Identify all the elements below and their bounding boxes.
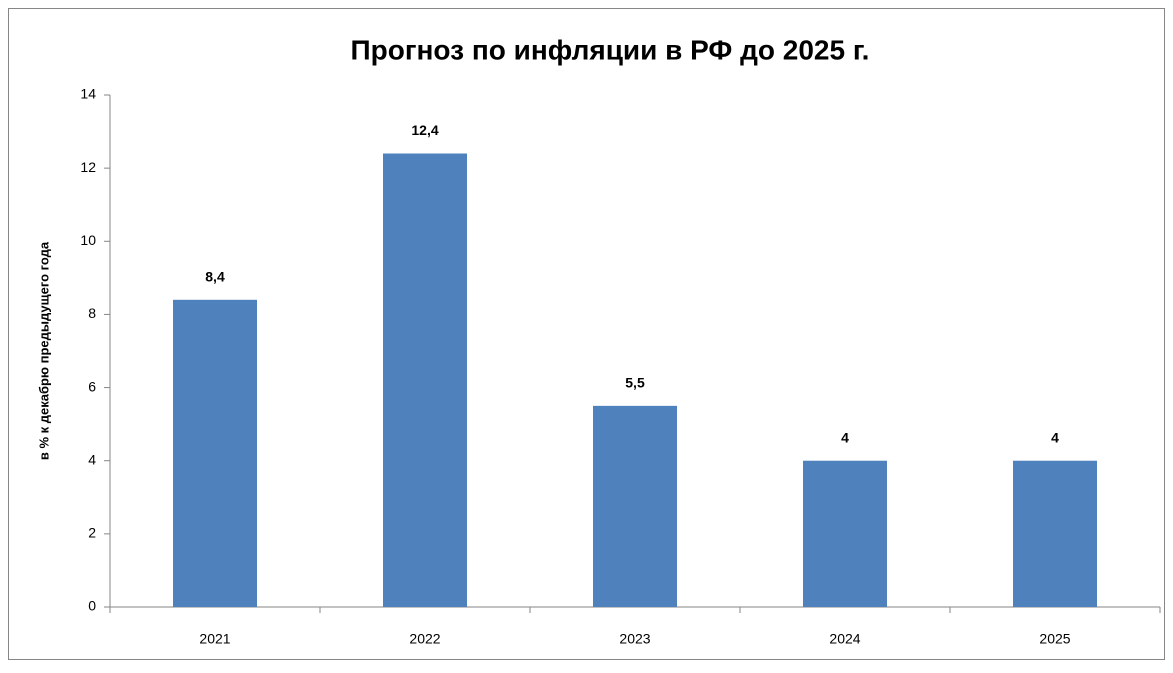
bar	[1013, 460, 1097, 607]
y-tick-label: 0	[88, 598, 96, 614]
x-tick-label: 2023	[619, 631, 650, 647]
bar	[593, 405, 677, 607]
y-tick-label: 4	[88, 451, 96, 467]
bar	[173, 299, 257, 607]
data-label: 12,4	[411, 122, 438, 138]
x-tick-label: 2025	[1039, 631, 1070, 647]
x-tick-label: 2021	[199, 631, 230, 647]
bar	[383, 153, 467, 607]
y-tick-label: 10	[80, 232, 96, 248]
y-tick-label: 14	[80, 86, 96, 102]
data-label: 4	[1051, 429, 1059, 445]
x-tick-label: 2024	[829, 631, 860, 647]
chart-title: Прогноз по инфляции в РФ до 2025 г.	[351, 34, 870, 65]
data-label: 5,5	[625, 375, 645, 391]
data-label: 4	[841, 429, 849, 445]
y-tick-label: 6	[88, 378, 96, 394]
x-tick-label: 2022	[409, 631, 440, 647]
y-axis-label: в % к декабрю предыдущего года	[36, 241, 51, 460]
y-tick-label: 2	[88, 525, 96, 541]
y-tick-label: 8	[88, 305, 96, 321]
data-label: 8,4	[205, 269, 225, 285]
bar	[803, 460, 887, 607]
y-tick-label: 12	[80, 159, 96, 175]
